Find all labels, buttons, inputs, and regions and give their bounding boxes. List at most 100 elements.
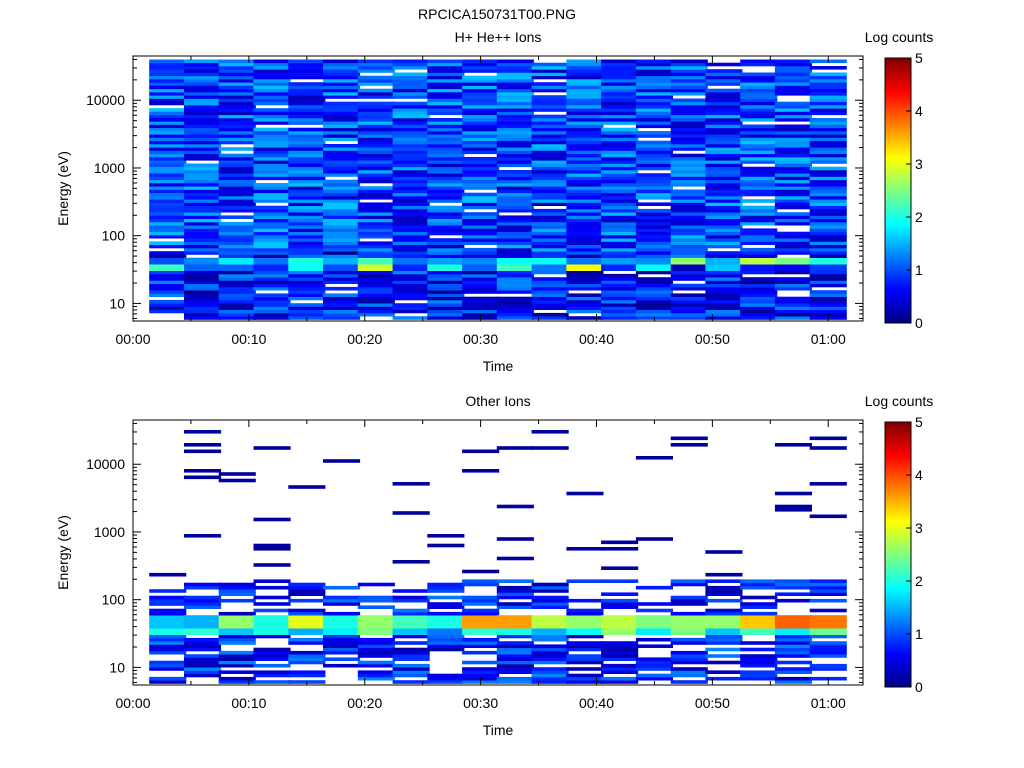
heatmap-cell — [323, 124, 361, 129]
heatmap-cell — [531, 624, 569, 629]
heatmap-cell — [670, 121, 708, 125]
heatmap-cell — [184, 157, 222, 161]
heatmap-cell — [601, 667, 639, 671]
heatmap-cell — [740, 241, 778, 245]
heatmap-cell — [427, 631, 465, 635]
heatmap-cell — [427, 264, 465, 268]
heatmap-cell — [149, 140, 187, 145]
colorbar-swatch — [885, 296, 911, 300]
heatmap-cell — [566, 95, 604, 99]
heatmap-cell — [705, 101, 743, 106]
colorbar-frame — [884, 57, 912, 324]
heatmap-cell — [809, 105, 847, 109]
heatmap-cell — [740, 101, 778, 106]
heatmap-cell — [774, 257, 812, 262]
colorbar-swatch — [885, 145, 911, 149]
heatmap-cell — [184, 121, 222, 125]
heatmap-cell — [809, 202, 847, 206]
heatmap-cell — [670, 277, 708, 281]
heatmap-cell — [601, 176, 639, 181]
heatmap-cell — [496, 163, 534, 168]
heatmap-cell — [566, 234, 604, 239]
heatmap-cell — [601, 257, 639, 262]
colorbar-swatch — [885, 217, 911, 221]
heatmap-cell — [323, 280, 361, 284]
heatmap-cell — [149, 589, 187, 593]
heatmap-cell — [323, 160, 361, 164]
heatmap-cell — [809, 579, 847, 583]
heatmap-cell — [357, 234, 395, 239]
heatmap-cell — [496, 59, 534, 64]
heatmap-cell — [601, 663, 639, 668]
heatmap-cell — [427, 602, 465, 606]
heatmap-cell — [670, 218, 708, 223]
heatmap-cell — [427, 290, 465, 294]
heatmap-cell — [601, 598, 639, 603]
colorbar-swatch — [885, 105, 911, 109]
colorbar-swatch — [885, 464, 911, 468]
heatmap-cell — [601, 231, 639, 236]
heatmap-cell — [774, 234, 812, 239]
heatmap-cell — [357, 140, 395, 145]
heatmap-cell — [323, 186, 361, 190]
heatmap-cell — [496, 556, 534, 561]
heatmap-cell — [357, 176, 395, 181]
heatmap-cell — [218, 140, 256, 145]
heatmap-cell — [357, 257, 395, 262]
heatmap-cell — [531, 585, 569, 590]
heatmap-cell — [462, 254, 500, 258]
heatmap-cell — [323, 75, 361, 80]
heatmap-cell — [601, 283, 639, 288]
heatmap-cell — [427, 121, 465, 125]
heatmap-cell — [218, 79, 256, 83]
panel-title: H+ He++ Ions — [455, 29, 542, 45]
heatmap-cell — [531, 228, 569, 232]
heatmap-cell — [184, 62, 222, 67]
heatmap-cell — [809, 121, 847, 125]
heatmap-cell — [670, 127, 708, 132]
heatmap-cell — [323, 105, 361, 109]
heatmap-cell — [601, 244, 639, 249]
heatmap-cell — [149, 676, 187, 681]
heatmap-cell — [323, 212, 361, 216]
heatmap-cell — [774, 654, 812, 658]
heatmap-cell — [670, 660, 708, 665]
heatmap-cell — [357, 62, 395, 67]
heatmap-cell — [218, 267, 256, 271]
heatmap-cell — [218, 264, 256, 268]
heatmap-cell — [601, 605, 639, 609]
heatmap-cell — [566, 196, 604, 200]
heatmap-cell — [184, 150, 222, 155]
heatmap-cell — [288, 105, 326, 109]
heatmap-cell — [566, 598, 604, 603]
heatmap-cell — [288, 598, 326, 603]
colorbar-tick-label: 1 — [915, 262, 923, 278]
heatmap-cell — [635, 267, 673, 271]
heatmap-cell — [705, 618, 743, 622]
heatmap-cell — [253, 303, 291, 307]
heatmap-cell — [601, 79, 639, 83]
heatmap-cell — [427, 150, 465, 155]
heatmap-cell — [184, 306, 222, 310]
heatmap-cell — [323, 147, 361, 151]
heatmap-cell — [462, 241, 500, 245]
heatmap-cell — [635, 75, 673, 80]
heatmap-cell — [427, 147, 465, 151]
heatmap-cell — [149, 264, 187, 268]
heatmap-cell — [740, 212, 778, 216]
heatmap-cell — [740, 615, 778, 619]
panel-1: 00:00 00:10 00:20 00:30 00:40 00:50 01:0010100… — [55, 29, 933, 374]
heatmap-cell — [218, 157, 256, 161]
heatmap-cell — [149, 153, 187, 158]
heatmap-cell — [705, 62, 743, 67]
colorbar-swatch — [885, 456, 911, 460]
heatmap-cell — [635, 92, 673, 96]
heatmap-cell — [566, 654, 604, 658]
heatmap-cell — [184, 221, 222, 226]
heatmap-cell — [149, 85, 187, 90]
heatmap-cell — [670, 85, 708, 90]
heatmap-cell — [496, 72, 534, 77]
heatmap-cell — [531, 82, 569, 86]
heatmap-cell — [184, 657, 222, 661]
heatmap-cell — [149, 196, 187, 200]
